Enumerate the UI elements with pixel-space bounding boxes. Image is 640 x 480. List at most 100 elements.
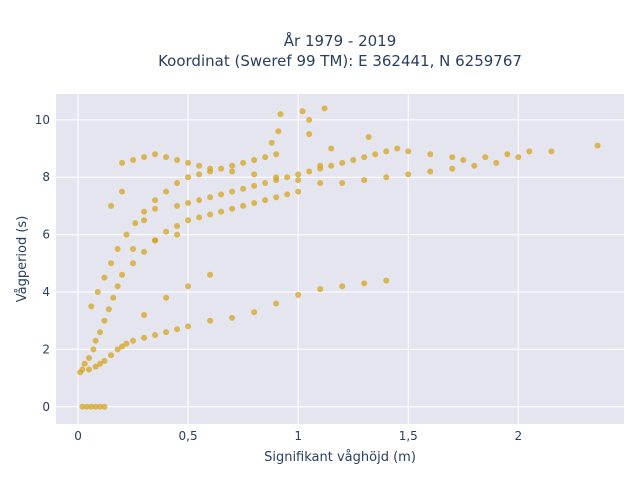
y-tick-label: 8 <box>42 170 50 184</box>
data-point <box>277 111 284 118</box>
data-point <box>108 260 115 267</box>
data-point <box>594 142 601 149</box>
data-point <box>405 171 412 178</box>
data-point <box>548 148 555 155</box>
plot-area <box>56 94 624 424</box>
data-point <box>207 211 214 218</box>
data-point <box>251 309 258 316</box>
data-point <box>405 148 412 155</box>
data-point <box>372 151 379 158</box>
data-point <box>141 248 148 255</box>
data-point <box>251 157 258 163</box>
data-point <box>163 154 170 161</box>
data-point <box>449 165 456 172</box>
data-point <box>207 168 214 175</box>
data-point <box>321 105 328 112</box>
data-point <box>526 148 533 155</box>
data-point <box>119 271 126 278</box>
data-point <box>86 366 93 373</box>
data-point <box>119 188 126 195</box>
data-point <box>185 217 192 224</box>
data-point <box>328 162 335 169</box>
data-point <box>268 139 275 146</box>
data-point <box>92 337 99 344</box>
data-point <box>262 197 269 204</box>
data-point <box>339 159 346 166</box>
data-point <box>101 317 108 324</box>
data-point <box>163 188 170 195</box>
data-point <box>79 366 86 373</box>
data-point <box>284 174 291 181</box>
data-point <box>174 179 181 186</box>
x-tick-labels: 0 0,5 1 1,5 2 <box>74 429 522 443</box>
x-tick-label: 1,5 <box>399 429 418 443</box>
y-tick-label: 10 <box>35 113 50 127</box>
data-point <box>251 200 258 207</box>
data-point <box>105 306 112 313</box>
data-point <box>163 228 170 235</box>
data-point <box>152 237 159 244</box>
data-point <box>110 294 117 301</box>
data-point <box>275 128 282 135</box>
data-point <box>123 231 130 238</box>
data-point <box>152 332 159 339</box>
data-point <box>299 108 306 115</box>
data-point <box>97 403 104 410</box>
data-point <box>229 162 236 169</box>
data-point <box>229 168 236 175</box>
data-point <box>218 208 225 215</box>
data-point <box>185 174 192 181</box>
data-point <box>383 174 390 181</box>
data-point <box>427 151 434 158</box>
data-point <box>196 197 203 204</box>
data-point <box>119 159 126 166</box>
data-point <box>79 403 86 410</box>
data-point <box>108 352 115 359</box>
data-point <box>306 131 313 138</box>
data-point <box>174 223 181 229</box>
data-point <box>339 283 346 290</box>
data-point <box>196 214 203 221</box>
data-point <box>504 151 511 158</box>
data-point <box>306 168 313 175</box>
data-point <box>123 340 130 347</box>
x-tick-label: 1 <box>294 429 302 443</box>
data-point <box>273 151 280 158</box>
data-point <box>427 168 434 175</box>
data-point <box>350 157 357 163</box>
data-point <box>119 343 126 350</box>
data-point <box>152 151 159 158</box>
data-point <box>88 303 95 310</box>
data-point <box>83 403 90 410</box>
data-point <box>295 177 302 184</box>
chart-title-line-2: Koordinat (Sweref 99 TM): E 362441, N 62… <box>158 52 522 70</box>
data-point <box>251 182 258 189</box>
data-point <box>101 357 108 364</box>
data-point <box>163 294 170 301</box>
data-point <box>174 157 181 163</box>
y-axis-label: Vågperiod (s) <box>15 216 30 303</box>
grid-lines <box>56 94 624 424</box>
data-point <box>262 154 269 161</box>
data-point <box>229 188 236 195</box>
data-point <box>196 162 203 169</box>
x-tick-label: 0 <box>74 429 82 443</box>
data-point <box>94 289 101 295</box>
data-point <box>141 334 148 341</box>
data-point <box>240 159 247 166</box>
y-tick-label: 4 <box>42 285 50 299</box>
data-points <box>77 105 601 410</box>
data-point <box>81 360 88 367</box>
data-point <box>174 202 181 209</box>
data-point <box>92 403 99 410</box>
data-point <box>152 197 159 204</box>
data-point <box>185 323 192 330</box>
data-point <box>218 191 225 198</box>
data-point <box>394 145 401 152</box>
data-point <box>185 283 192 290</box>
data-point <box>108 202 115 209</box>
data-point <box>361 154 368 161</box>
data-point <box>328 145 335 152</box>
data-point <box>130 260 137 267</box>
data-point <box>114 346 121 353</box>
